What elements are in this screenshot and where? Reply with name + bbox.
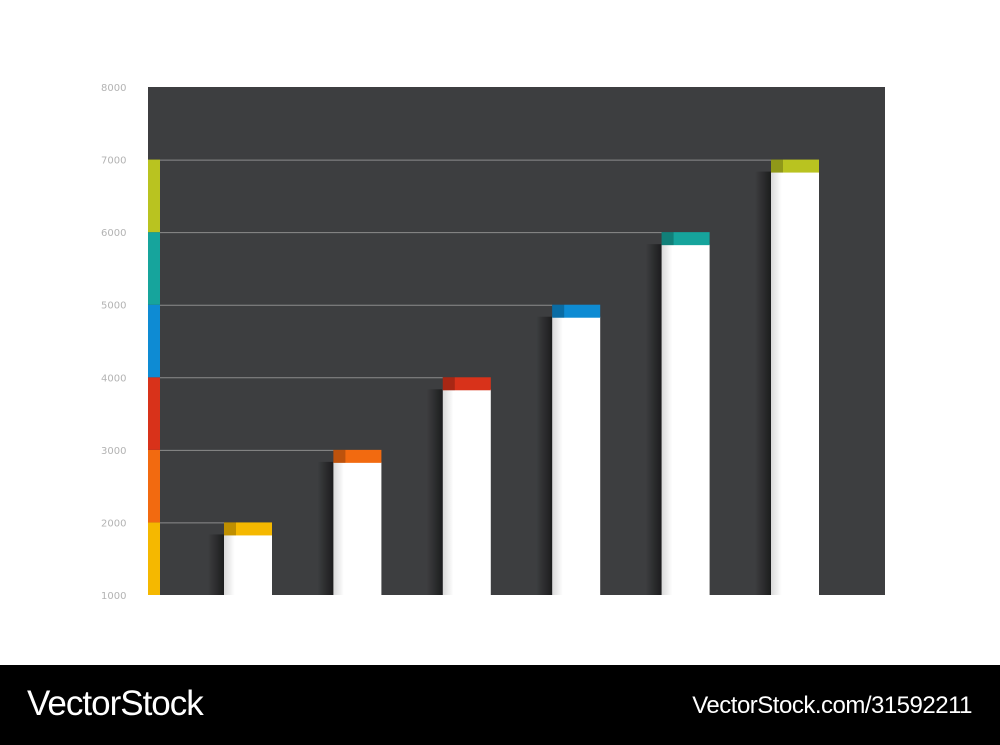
bar-shadow [536, 316, 553, 595]
bar [552, 316, 601, 595]
bar-cap [442, 377, 491, 391]
watermark-url: VectorStock.com/31592211 [692, 692, 972, 719]
y-tick-label: 2000 [101, 518, 126, 529]
bar [661, 244, 710, 595]
y-tick-label: 4000 [101, 373, 126, 384]
axis-color-segment [148, 522, 160, 595]
bar-cap-shade [333, 449, 346, 463]
chart-container: 1000 2000 3000 4000 5000 6000 7000 8000 [101, 83, 885, 602]
y-tick-label: 8000 [101, 83, 126, 94]
watermark-brand: VectorStock [27, 684, 204, 723]
bar-chart: 1000 2000 3000 4000 5000 6000 7000 8000 [101, 83, 885, 602]
bar-cap-shade [661, 232, 674, 246]
bar [333, 461, 382, 595]
bar-cap [552, 304, 601, 318]
bar-cap [771, 159, 819, 173]
bar-cap-shade [771, 159, 783, 173]
bar-cap [333, 449, 382, 463]
y-tick-label: 1000 [101, 591, 126, 602]
watermark-bar: VectorStock VectorStock.com/31592211 [0, 665, 1000, 745]
bar-shadow [426, 389, 443, 595]
bar-cap [224, 522, 272, 536]
bar [442, 389, 491, 595]
axis-color-segment [148, 377, 160, 450]
axis-color-segment [148, 232, 160, 305]
bar [771, 171, 819, 596]
y-tick-label: 5000 [101, 301, 126, 312]
bar-shadow [317, 461, 334, 595]
y-tick-label: 6000 [101, 228, 126, 239]
axis-color-segment [148, 449, 160, 523]
bar-cap-shade [224, 522, 236, 536]
axis-color-segment [148, 159, 160, 233]
bar-cap-shade [442, 377, 455, 391]
y-tick-label: 7000 [101, 156, 126, 167]
y-tick-label: 3000 [101, 446, 126, 457]
bar-shadow [755, 171, 771, 596]
bar [224, 534, 272, 595]
bar-shadow [645, 244, 662, 595]
bar-cap-shade [552, 304, 565, 318]
axis-color-segment [148, 304, 160, 378]
bar-cap [661, 232, 710, 246]
bar-shadow [208, 534, 224, 595]
